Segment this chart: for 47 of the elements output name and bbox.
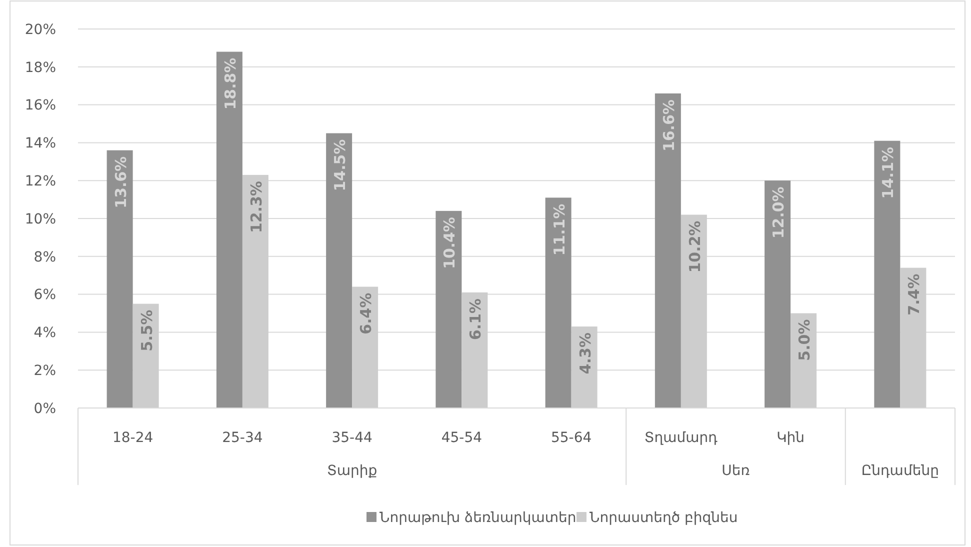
y-tick-label: 2%	[34, 363, 56, 379]
data-label: 6.1%	[466, 298, 485, 340]
y-tick-label: 16%	[24, 98, 56, 114]
y-tick-label: 8%	[34, 249, 56, 266]
bar	[216, 52, 242, 408]
x-tick-label: Տղամարդ	[644, 430, 718, 446]
bar	[654, 93, 681, 408]
x-tick-label: Կին	[776, 430, 805, 446]
x-tick-label: 55-64	[550, 430, 592, 446]
data-label: 4.3%	[576, 332, 594, 374]
bar	[764, 180, 791, 408]
x-tick-label: 18-24	[112, 430, 154, 446]
legend-label: Նորաստեղծ բիզնես	[590, 510, 738, 526]
y-tick-label: 12%	[24, 174, 56, 190]
bar	[436, 210, 462, 408]
y-tick-label: 6%	[34, 287, 56, 304]
y-tick-label: 18%	[24, 60, 56, 76]
x-tick-label: 35-44	[332, 430, 372, 446]
data-label: 12.3%	[247, 180, 266, 233]
y-tick-label: 10%	[24, 211, 56, 228]
text: Սեռ	[722, 462, 750, 479]
data-label: 12.0%	[770, 186, 788, 239]
data-label: 14.5%	[331, 139, 350, 192]
data-label: 10.4%	[440, 216, 459, 269]
data-label: 14.1%	[879, 146, 898, 199]
data-label: 10.2%	[686, 220, 704, 273]
bar	[106, 150, 133, 408]
text: Տարիք	[326, 462, 378, 479]
y-tick-label: 0%	[34, 400, 56, 417]
data-label: 7.4%	[905, 274, 924, 316]
x-tick-label: 45-54	[441, 430, 482, 446]
legend-label: Նորաթուխ ձեռնարկատեր	[380, 510, 576, 526]
data-label: 6.4%	[357, 292, 376, 334]
y-tick-label: 14%	[24, 136, 56, 152]
data-label: 13.6%	[112, 156, 130, 208]
data-label: 5.0%	[796, 319, 814, 361]
x-tick-label: 25-34	[222, 430, 263, 446]
data-label: 18.8%	[221, 58, 240, 110]
bar	[545, 198, 572, 408]
y-tick-label: 20%	[24, 22, 56, 38]
text: Ընդամենը	[861, 462, 939, 479]
data-label: 16.6%	[660, 99, 678, 152]
bar	[874, 140, 900, 408]
y-tick-label: 4%	[34, 325, 56, 342]
data-label: 11.1%	[550, 204, 568, 256]
data-label: 5.5%	[138, 310, 156, 352]
bar	[326, 133, 352, 408]
